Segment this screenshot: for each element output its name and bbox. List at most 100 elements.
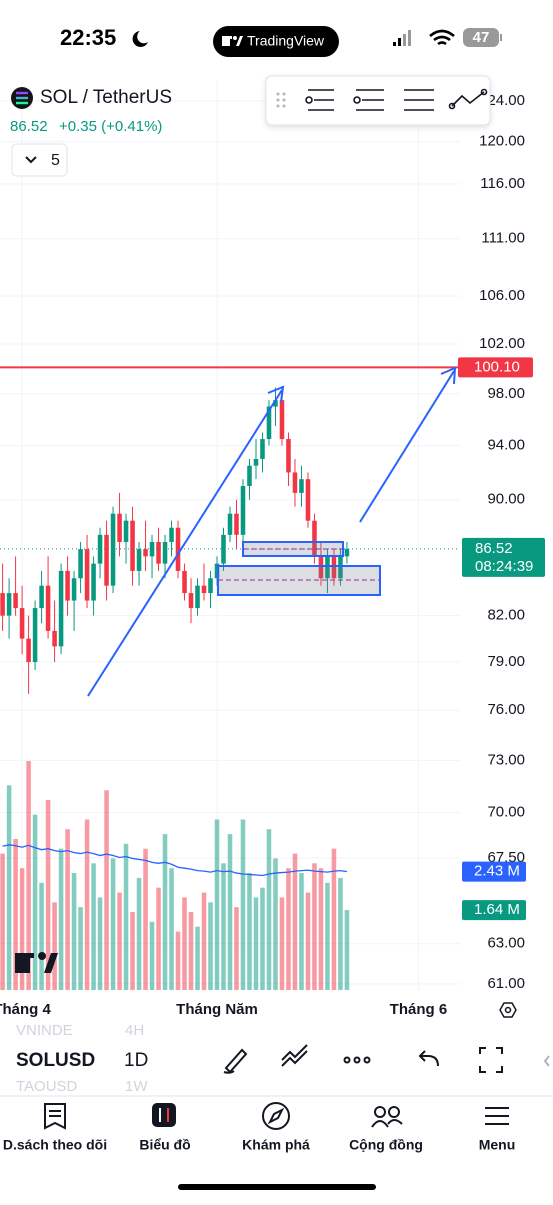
tab-label[interactable]: D.sách theo dõi <box>3 1137 107 1153</box>
signal <box>393 30 411 46</box>
candle-body <box>0 593 5 616</box>
x-tick-label: Tháng 4 <box>0 1001 51 1018</box>
volume-ma-line <box>2 844 348 877</box>
volume-bar <box>227 834 233 990</box>
toolbar-symbol[interactable]: SOLUSD <box>16 1050 95 1071</box>
volume-bar <box>143 848 148 990</box>
prev-symbol[interactable]: VNINDE <box>16 1022 73 1039</box>
y-tick-label: 116.00 <box>480 175 525 192</box>
tab-label[interactable]: Khám phá <box>242 1137 310 1153</box>
volume-label: 1.64 M <box>474 901 520 918</box>
tab-label[interactable]: Biểu đồ <box>139 1137 190 1153</box>
next-symbol[interactable]: TAOUSD <box>16 1078 78 1095</box>
candle-body <box>234 513 239 535</box>
tab-label[interactable]: Menu <box>479 1137 516 1153</box>
grid <box>0 80 460 990</box>
undo[interactable] <box>418 1050 439 1067</box>
volume-bar <box>169 868 174 990</box>
home-indicator <box>178 1184 376 1190</box>
y-tick-label: 63.00 <box>487 935 525 952</box>
tab-bar: D.sách theo dõi Biểu đồ Khám phá Cộng đồng M… <box>3 1137 515 1153</box>
volume-box <box>462 900 526 921</box>
candle-body <box>84 549 90 601</box>
drag-handle[interactable] <box>276 92 286 108</box>
volume-bar <box>286 868 291 990</box>
candle-body <box>13 593 18 609</box>
volume-bar <box>344 910 350 990</box>
toolbar-interval[interactable]: 1D <box>124 1050 148 1071</box>
candle-body <box>58 570 64 647</box>
tab-icon[interactable] <box>44 1103 66 1130</box>
candle-body <box>104 534 109 586</box>
scroll-hint <box>543 1055 550 1067</box>
candle-body <box>182 570 187 594</box>
candle-body <box>318 556 324 579</box>
symbol-title[interactable]: SOL / TetherUS <box>40 87 172 108</box>
tab-label[interactable]: Cộng đồng <box>349 1137 423 1153</box>
indicators-tool[interactable] <box>281 1044 308 1067</box>
volume-bar <box>234 907 239 990</box>
volume-bar <box>84 819 90 990</box>
tab-icon[interactable] <box>485 1107 509 1125</box>
indicator-count: 5 <box>51 152 60 169</box>
candle-body <box>117 513 122 542</box>
tool-long[interactable] <box>305 89 334 111</box>
candle-body <box>91 563 96 601</box>
prev-interval[interactable]: 4H <box>125 1022 144 1039</box>
volume-bar <box>214 819 220 990</box>
candle-body <box>208 578 213 594</box>
candle-body <box>71 578 77 601</box>
candle-body <box>52 630 57 647</box>
candle-body <box>143 549 148 557</box>
y-tick-label: 76.00 <box>487 701 525 718</box>
draw-tool[interactable] <box>223 1048 248 1074</box>
volume-bar <box>292 853 298 990</box>
volume-bar <box>97 897 103 990</box>
tool-lines[interactable] <box>404 89 434 111</box>
volume-bar <box>162 834 168 990</box>
app-pill <box>213 26 339 57</box>
volume-bar <box>45 799 51 990</box>
volume-bar <box>188 912 194 990</box>
volume-bar <box>175 931 181 990</box>
volume-bar <box>266 829 272 990</box>
tab-icon[interactable] <box>152 1103 176 1127</box>
volume-bar <box>91 863 96 990</box>
volume-bar <box>123 843 129 990</box>
volume-bar <box>39 882 44 990</box>
indicator-toggle[interactable] <box>11 143 68 177</box>
tab-icon[interactable] <box>371 1106 403 1128</box>
candle-body <box>331 556 337 579</box>
candle-body <box>188 593 194 609</box>
horizontal-line-box <box>458 357 533 378</box>
y-tick-label: 106.00 <box>479 287 525 304</box>
y-tick-label: 73.00 <box>487 751 525 768</box>
volume-bar <box>110 858 116 990</box>
volume-bar <box>19 868 25 990</box>
volume-bar <box>65 829 70 990</box>
tv-logo <box>222 36 243 46</box>
y-tick-label: 98.00 <box>487 385 525 402</box>
volume-bar <box>208 902 213 990</box>
volume-bar <box>13 838 18 990</box>
settings-icon[interactable] <box>499 1002 517 1018</box>
volume-ma-label: 2.43 M <box>474 863 520 880</box>
volume-bar <box>273 858 278 990</box>
chevron <box>25 156 37 164</box>
tool-short[interactable] <box>353 89 384 111</box>
volume-bar <box>52 902 57 990</box>
more-tool[interactable] <box>343 1056 371 1064</box>
last-price-box <box>462 537 545 577</box>
fullscreen[interactable] <box>479 1047 503 1073</box>
next-interval[interactable]: 1W <box>125 1078 148 1095</box>
candle-body <box>227 513 233 535</box>
candle-body <box>273 400 278 407</box>
tool-path[interactable] <box>448 88 488 110</box>
volume-bar <box>0 853 5 990</box>
candle-body <box>32 608 38 663</box>
volume-bar <box>6 785 12 990</box>
tab-icon[interactable] <box>262 1102 290 1130</box>
y-tick-label: 61.00 <box>487 975 525 992</box>
y-tick-label: 82.00 <box>487 607 525 624</box>
